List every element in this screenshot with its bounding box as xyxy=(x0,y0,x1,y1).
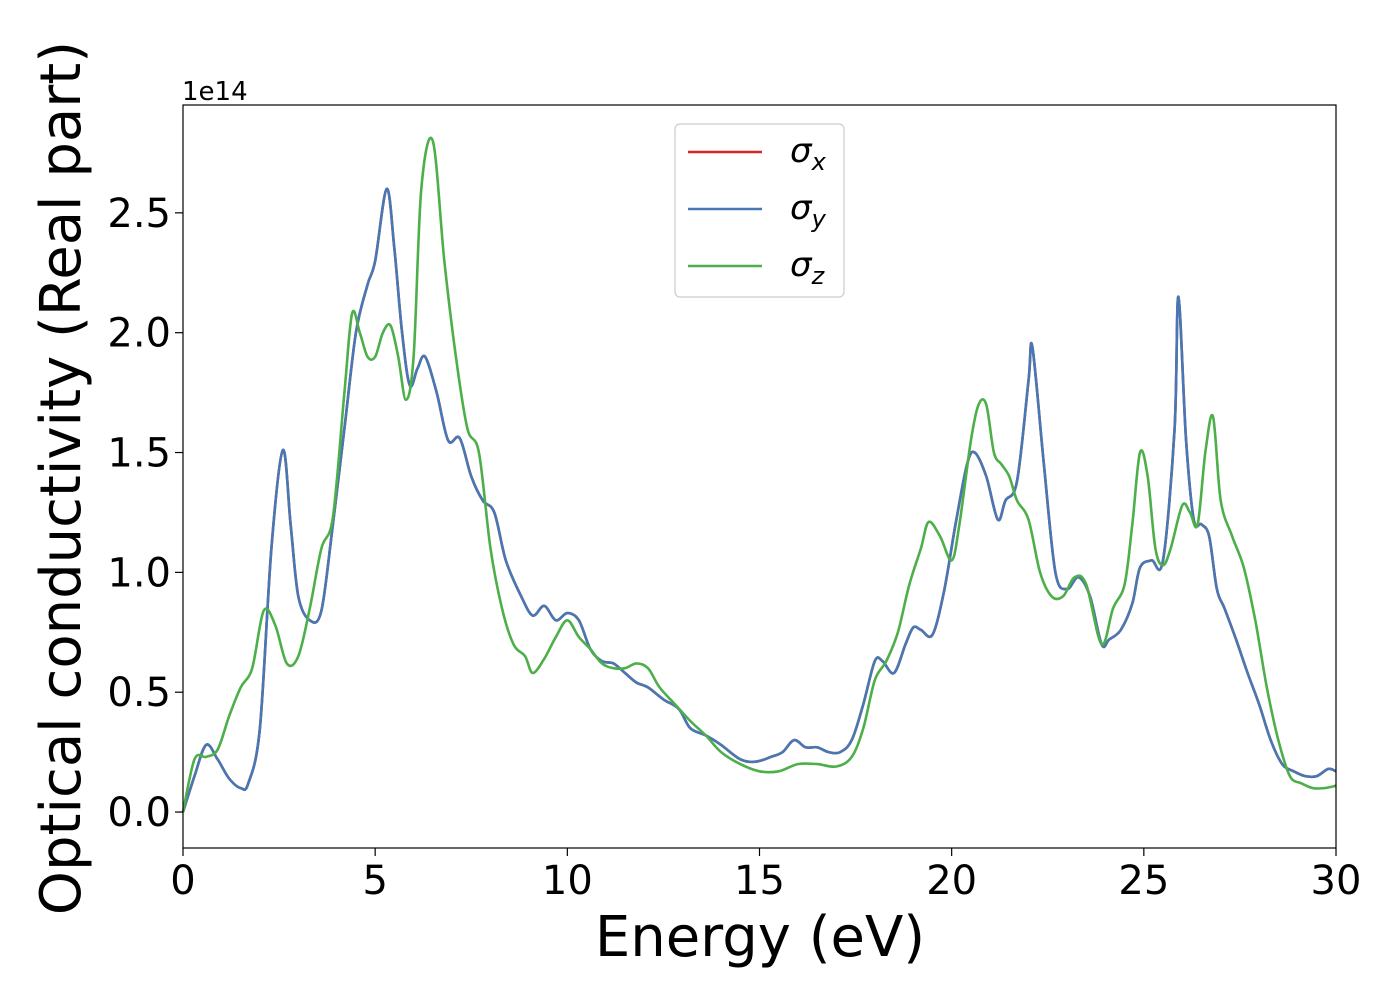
y-axis-title: Optical conductivity (Real part) xyxy=(29,41,94,915)
legend-subscript: y xyxy=(811,205,827,233)
legend-label-sigma-x: σx xyxy=(790,131,827,176)
y-tick-label: 2.0 xyxy=(107,311,171,357)
legend-subscript: x xyxy=(811,148,827,176)
x-tick-label: 10 xyxy=(542,858,593,904)
legend-symbol: σ xyxy=(790,131,813,171)
y-tick-label: 1.5 xyxy=(107,431,171,477)
legend-symbol: σ xyxy=(790,188,813,228)
x-tick-label: 25 xyxy=(1118,858,1169,904)
legend-subscript: z xyxy=(811,262,826,290)
series-line-sigma-z xyxy=(181,136,1337,813)
x-tick-label: 0 xyxy=(170,858,195,904)
legend-box xyxy=(674,123,845,298)
series-line-sigma-y xyxy=(181,187,1337,813)
y-axis-ticks: 0.0 0.5 1.0 1.5 2.0 2.5 xyxy=(107,191,183,836)
series-lines xyxy=(181,136,1337,813)
y-axis-offset-label: 1e14 xyxy=(182,77,248,107)
legend-label-sigma-z: σz xyxy=(790,245,826,290)
y-tick-label: 1.0 xyxy=(107,550,171,596)
y-tick-label: 0.0 xyxy=(107,790,171,836)
x-tick-label: 30 xyxy=(1311,858,1362,904)
x-tick-label: 5 xyxy=(362,858,387,904)
x-tick-label: 15 xyxy=(734,858,785,904)
legend-symbol: σ xyxy=(790,245,813,285)
x-tick-label: 20 xyxy=(926,858,977,904)
x-axis-title: Energy (eV) xyxy=(595,905,925,970)
legend-label-sigma-y: σy xyxy=(790,188,827,233)
x-axis-ticks: 0 5 10 15 20 25 30 xyxy=(170,848,1361,904)
y-tick-label: 2.5 xyxy=(107,191,171,237)
y-tick-label: 0.5 xyxy=(107,670,171,716)
